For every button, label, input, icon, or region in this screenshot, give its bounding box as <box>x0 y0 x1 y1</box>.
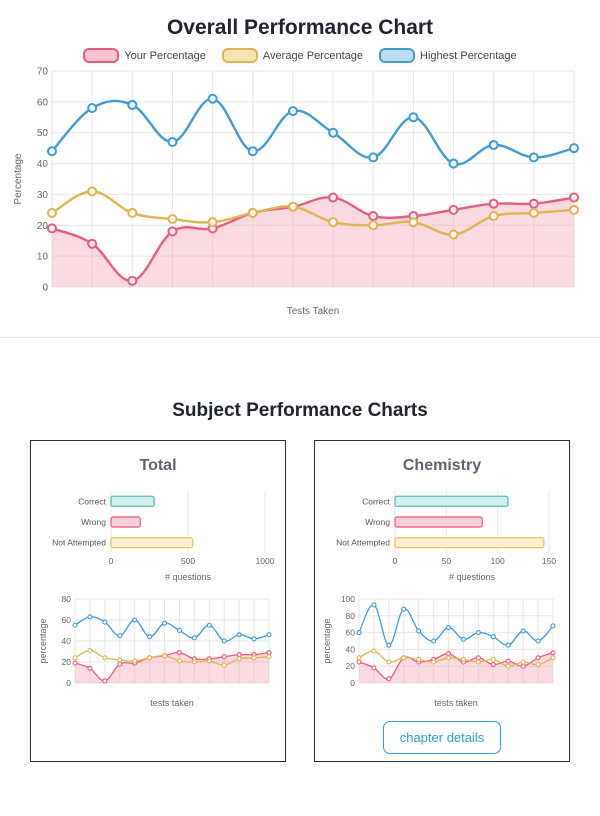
legend-item-highest-percentage[interactable]: Highest Percentage <box>379 48 517 63</box>
total-percentage-line-chart: 0 20 40 60 80 tests taken percentage <box>38 594 272 708</box>
svg-text:40: 40 <box>62 636 72 646</box>
svg-text:Not Attempted: Not Attempted <box>52 538 106 548</box>
chemistry-percentage-line-chart: 0 20 40 60 80 100 tests taken percentage <box>322 594 556 708</box>
svg-text:80: 80 <box>62 594 72 604</box>
svg-text:100: 100 <box>491 556 505 566</box>
total-questions-bar-chart: 0 500 1000 Correct Wrong Not Attempted # quest… <box>52 491 275 582</box>
svg-text:0: 0 <box>66 678 71 688</box>
svg-text:100: 100 <box>341 594 355 604</box>
your-percentage-swatch-icon <box>83 48 120 63</box>
svg-text:150: 150 <box>542 556 556 566</box>
svg-text:60: 60 <box>62 615 72 625</box>
svg-text:50: 50 <box>37 128 49 139</box>
svg-text:Tests Taken: Tests Taken <box>287 306 340 317</box>
highest-percentage-swatch-icon <box>379 48 415 63</box>
subject-cards-row: Total 0 500 1000 Correct Wrong Not Attempted #… <box>0 440 600 762</box>
legend-item-your-percentage[interactable]: Your Percentage <box>83 48 206 63</box>
svg-text:1000: 1000 <box>256 556 275 566</box>
card-title: Chemistry <box>402 457 482 474</box>
svg-text:# questions: # questions <box>449 572 496 582</box>
legend-label: Your Percentage <box>124 49 206 62</box>
average-percentage-swatch-icon <box>221 48 258 63</box>
overall-chart-title: Overall Performance Chart <box>166 16 434 39</box>
section-divider <box>0 337 600 338</box>
svg-text:Wrong: Wrong <box>365 517 390 527</box>
subject-card-total: Total 0 500 1000 Correct Wrong Not Attempted #… <box>30 440 286 762</box>
svg-text:70: 70 <box>37 67 49 78</box>
svg-text:percentage: percentage <box>38 618 48 663</box>
legend-label: Highest Percentage <box>420 49 517 62</box>
svg-text:50: 50 <box>442 556 452 566</box>
chemistry-questions-bar-chart: 0 50 100 150 Correct Wrong Not Attempted # ques… <box>336 491 556 582</box>
chart-legend: Your Percentage Average Percentage Highe… <box>0 48 600 63</box>
chapter-details-button[interactable]: chapter details <box>382 721 502 754</box>
svg-text:30: 30 <box>37 190 49 201</box>
svg-text:40: 40 <box>37 159 49 170</box>
legend-item-average-percentage[interactable]: Average Percentage <box>221 48 363 63</box>
subject-card-chemistry: Chemistry 0 50 100 150 Correct Wrong Not Attem… <box>314 440 570 762</box>
svg-text:0: 0 <box>42 283 48 294</box>
svg-text:500: 500 <box>181 556 195 566</box>
svg-text:Wrong: Wrong <box>81 517 106 527</box>
legend-label: Average Percentage <box>262 49 363 62</box>
subject-charts-title: Subject Performance Charts <box>172 400 428 421</box>
svg-text:60: 60 <box>37 97 49 108</box>
svg-text:0: 0 <box>109 556 114 566</box>
svg-text:10: 10 <box>37 252 49 263</box>
svg-text:40: 40 <box>346 644 356 654</box>
svg-text:Percentage: Percentage <box>13 153 24 205</box>
performance-dashboard: Overall Performance Chart Your Percentag… <box>0 16 600 816</box>
svg-text:20: 20 <box>346 661 356 671</box>
svg-text:percentage: percentage <box>322 618 332 663</box>
svg-text:80: 80 <box>346 611 356 621</box>
svg-text:tests taken: tests taken <box>434 698 478 708</box>
svg-text:tests taken: tests taken <box>150 698 194 708</box>
svg-text:0: 0 <box>350 678 355 688</box>
svg-text:60: 60 <box>346 628 356 638</box>
svg-text:20: 20 <box>62 657 72 667</box>
overall-chart-area: 0 10 20 30 40 50 60 70 Tests Taken Percentage <box>0 65 600 317</box>
svg-text:Correct: Correct <box>362 496 391 506</box>
svg-text:# questions: # questions <box>165 572 212 582</box>
svg-text:20: 20 <box>37 221 49 232</box>
svg-text:0: 0 <box>393 556 398 566</box>
svg-text:Correct: Correct <box>78 496 107 506</box>
svg-text:Not Attempted: Not Attempted <box>336 538 390 548</box>
overall-performance-line-chart: 0 10 20 30 40 50 60 70 Tests Taken Percentage <box>13 67 580 317</box>
card-title: Total <box>139 457 177 474</box>
